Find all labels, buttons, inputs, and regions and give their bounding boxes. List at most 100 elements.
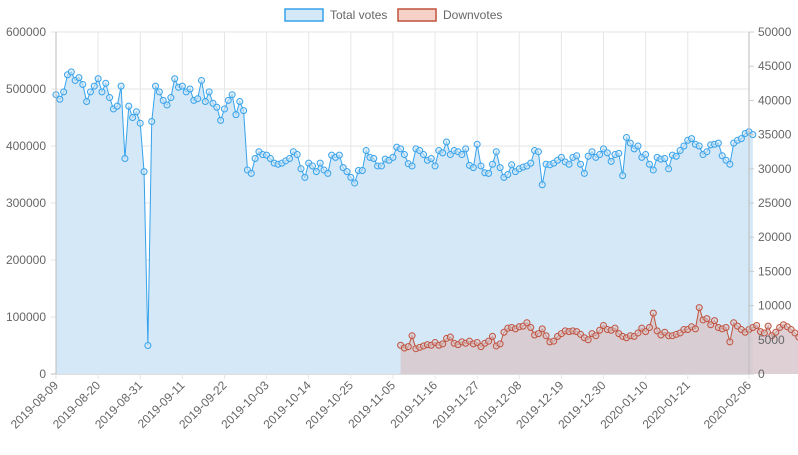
downvotes-point [592, 332, 600, 340]
total-votes-point [228, 91, 236, 99]
total-votes-point [247, 169, 255, 177]
total-votes-point [504, 171, 512, 178]
total-votes-point [370, 155, 378, 163]
total-votes-point [86, 88, 94, 96]
total-votes-point [588, 148, 596, 156]
total-votes-point [443, 138, 451, 146]
total-votes-point [121, 155, 129, 163]
total-votes-point [485, 169, 493, 177]
downvotes-point [496, 340, 504, 348]
total-votes-point [726, 160, 734, 168]
y-left-tick-label: 400000 [6, 139, 46, 153]
total-votes-point [695, 142, 703, 150]
total-votes-point [584, 152, 592, 160]
total-votes-point [737, 135, 745, 143]
downvotes-point [611, 324, 619, 332]
total-votes-point [194, 95, 202, 103]
y-right-tick-label: 10000 [758, 299, 792, 313]
total-votes-point [538, 181, 546, 189]
total-votes-point [676, 147, 684, 155]
total-votes-point [408, 162, 416, 170]
total-votes-point [132, 108, 140, 116]
downvotes-point [722, 323, 730, 331]
y-left-tick-label: 300000 [6, 196, 46, 210]
total-votes-point [171, 75, 179, 83]
y-right-tick-label: 45000 [758, 59, 792, 73]
total-votes-point [79, 80, 87, 88]
downvotes-area [400, 307, 798, 374]
downvotes-point [645, 323, 653, 331]
total-votes-point [580, 169, 588, 177]
total-votes-point [688, 135, 696, 143]
total-votes-point [205, 88, 213, 96]
total-votes-point [389, 153, 397, 161]
legend-label-total-votes[interactable]: Total votes [330, 8, 387, 22]
downvotes-point [711, 317, 719, 325]
total-votes-point [117, 82, 125, 90]
total-votes-point [301, 173, 309, 181]
total-votes-point [431, 162, 439, 170]
total-votes-point [129, 114, 137, 121]
downvotes-point [703, 315, 711, 323]
total-votes-point [186, 85, 194, 93]
total-votes-point [60, 88, 68, 96]
legend-swatch-total-votes[interactable] [284, 8, 324, 22]
y-right-tick-label: 35000 [758, 128, 792, 142]
total-votes-point [496, 164, 504, 172]
y-right-tick-label: 20000 [758, 230, 792, 244]
total-votes-point [197, 76, 205, 84]
total-votes-point [649, 166, 657, 174]
total-votes-point [577, 160, 585, 168]
total-votes-point [642, 151, 650, 159]
downvotes-point [695, 304, 703, 312]
y-left-tick-label: 0 [39, 367, 46, 381]
total-votes-point [312, 168, 320, 176]
total-votes-point [619, 172, 627, 180]
total-votes-point [125, 102, 133, 110]
legend-label-downvotes[interactable]: Downvotes [443, 8, 502, 22]
y-right-tick-label: 50000 [758, 25, 792, 39]
downvotes-point [542, 332, 550, 340]
total-votes-point [377, 162, 385, 170]
downvotes-point [439, 340, 447, 348]
total-votes-point [397, 145, 405, 153]
total-votes-point [661, 155, 669, 163]
downvotes-point [753, 321, 761, 329]
total-votes-point [534, 148, 542, 156]
total-votes-point [680, 142, 688, 150]
total-votes-point [309, 162, 317, 170]
total-votes-point [335, 151, 343, 159]
total-votes-point [236, 98, 244, 106]
total-votes-point [565, 160, 573, 168]
total-votes-point [626, 139, 634, 147]
total-votes-point [615, 149, 623, 157]
total-votes-point [213, 103, 221, 111]
total-votes-point [144, 342, 152, 349]
downvotes-point [634, 329, 642, 337]
total-votes-point [113, 102, 121, 110]
series-layer [52, 68, 798, 375]
total-votes-point [469, 164, 477, 172]
total-votes-point [163, 101, 171, 109]
downvotes-point [538, 325, 546, 333]
total-votes-point [351, 179, 359, 187]
total-votes-point [217, 116, 225, 124]
total-votes-point [488, 160, 496, 168]
total-votes-point [492, 148, 500, 156]
total-votes-point [155, 88, 163, 96]
downvotes-point [534, 330, 542, 338]
total-votes-point [573, 152, 581, 160]
downvotes-point [764, 322, 772, 330]
downvotes-point [404, 343, 412, 351]
total-votes-point [324, 169, 332, 177]
total-votes-point [420, 151, 428, 159]
legend-swatch-downvotes[interactable] [397, 8, 437, 22]
downvotes-point [584, 336, 592, 344]
x-tick-label: 2020-02-06 [701, 378, 755, 432]
total-votes-point [136, 119, 144, 127]
total-votes-point [148, 117, 156, 125]
downvotes-point [446, 333, 454, 341]
downvotes-point [596, 326, 604, 334]
total-votes-point [477, 162, 485, 170]
total-votes-point [607, 157, 615, 165]
